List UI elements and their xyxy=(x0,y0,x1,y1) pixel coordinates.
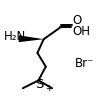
Text: OH: OH xyxy=(72,25,90,38)
Text: Br⁻: Br⁻ xyxy=(75,57,94,70)
Polygon shape xyxy=(19,35,44,42)
Text: S: S xyxy=(35,78,44,91)
Text: +: + xyxy=(45,84,53,93)
Text: H₂N: H₂N xyxy=(4,30,26,43)
Text: O: O xyxy=(72,14,82,27)
